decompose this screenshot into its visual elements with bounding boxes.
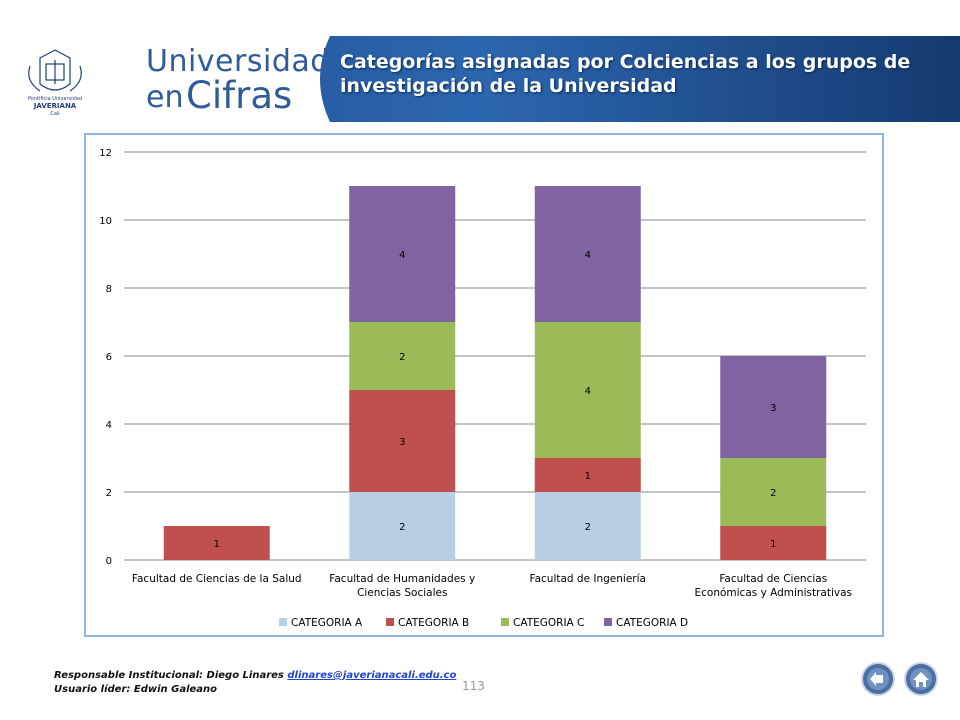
data-label: 1: [770, 539, 776, 550]
brand-line2b: Cifras: [186, 74, 293, 117]
legend-entry: CATEGORIA B: [398, 617, 469, 629]
bar-segment: [534, 322, 641, 458]
bar-segment: [349, 186, 456, 322]
bar-segment: [534, 186, 641, 322]
bar-segment: [349, 492, 456, 560]
footer-email-link[interactable]: dlinares@javerianacali.edu.co: [287, 670, 457, 681]
y-tick-label: 2: [106, 488, 112, 499]
bar-segment: [349, 322, 456, 390]
data-label: 1: [585, 471, 591, 482]
x-tick-label: Económicas y Administrativas: [695, 587, 853, 599]
data-label: 4: [399, 250, 405, 261]
legend-swatch: [386, 618, 394, 626]
data-label: 4: [585, 250, 591, 261]
bar-segment: [534, 492, 641, 560]
bar-segment: [720, 526, 827, 560]
legend-swatch: [604, 618, 612, 626]
legend-entry: CATEGORIA C: [513, 617, 584, 629]
home-icon[interactable]: [904, 662, 938, 696]
x-tick-label: Facultad de Humanidades y: [329, 573, 475, 585]
data-label: 4: [585, 386, 591, 397]
x-tick-label: Facultad de Ingeniería: [530, 573, 646, 585]
x-tick-label: Facultad de Ciencias: [719, 573, 827, 585]
bar-segment: [534, 458, 641, 492]
data-label: 3: [770, 403, 776, 414]
y-tick-label: 0: [106, 556, 112, 567]
footer-responsible: Responsable Institucional: Diego Linares…: [54, 670, 456, 681]
footer-leader: Usuario líder: Edwin Galeano: [54, 684, 218, 695]
y-tick-label: 12: [99, 148, 112, 159]
university-seal-icon: Pontificia Universidad JAVERIANA Cali: [28, 49, 82, 117]
y-tick-label: 6: [106, 352, 112, 363]
x-tick-label: Facultad de Ciencias de la Salud: [132, 573, 302, 585]
y-tick-label: 10: [99, 216, 112, 227]
brand-line2a: en: [146, 80, 184, 115]
footer-responsible-label: Responsable Institucional: Diego Linares: [54, 670, 284, 681]
bar-segment: [163, 526, 270, 560]
legend-swatch: [501, 618, 509, 626]
data-label: 2: [399, 352, 405, 363]
bar-segment: [720, 356, 827, 458]
logo-text-line3: Cali: [50, 111, 59, 117]
y-tick-label: 4: [106, 420, 112, 431]
data-label: 2: [585, 522, 591, 533]
data-label: 3: [399, 437, 405, 448]
data-label: 2: [770, 488, 776, 499]
legend-entry: CATEGORIA A: [291, 617, 363, 629]
x-tick-label: Ciencias Sociales: [357, 587, 447, 599]
data-label: 1: [214, 539, 220, 550]
bar-segment: [349, 390, 456, 492]
brand-line1: Universidad: [146, 44, 330, 79]
page-title: Categorías asignadas por Colciencias a l…: [340, 51, 911, 97]
page-number: 113: [462, 679, 485, 693]
legend-entry: CATEGORIA D: [616, 617, 688, 629]
header-banner: [0, 36, 960, 122]
legend-swatch: [279, 618, 287, 626]
logo-text-line1: Pontificia Universidad: [28, 96, 82, 102]
chart-frame: 0 2 4 6 8 10 12 1 Facultad de Ciencias de la Sal…: [84, 133, 884, 637]
y-tick-label: 8: [106, 284, 112, 295]
logo-text-line2: JAVERIANA: [33, 102, 77, 110]
data-label: 2: [399, 522, 405, 533]
back-arrow-icon[interactable]: [861, 662, 895, 696]
bar-segment: [720, 458, 827, 526]
